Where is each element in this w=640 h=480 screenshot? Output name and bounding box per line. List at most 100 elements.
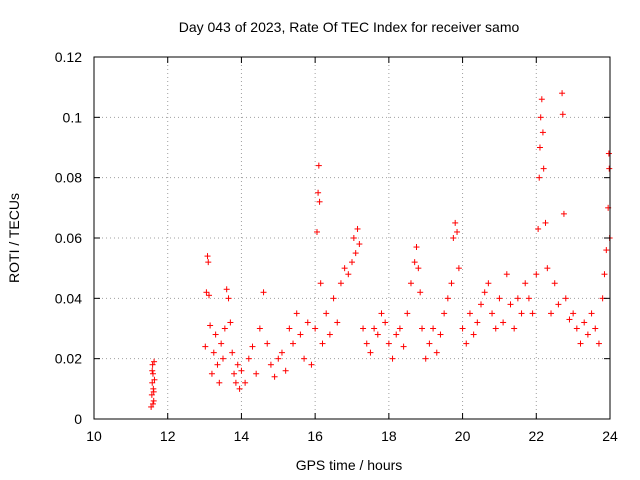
data-point: [539, 129, 546, 136]
y-tick-label: 0.02: [55, 351, 82, 367]
data-point: [570, 310, 577, 317]
data-point: [535, 225, 542, 232]
data-point: [433, 349, 440, 356]
data-point: [419, 325, 426, 332]
data-point: [148, 403, 155, 410]
data-point: [267, 361, 274, 368]
data-point: [393, 331, 400, 338]
data-point: [389, 355, 396, 362]
data-point: [400, 343, 407, 350]
data-point: [312, 325, 319, 332]
data-point: [385, 340, 392, 347]
data-point: [485, 280, 492, 287]
data-point: [459, 325, 466, 332]
data-point: [275, 355, 282, 362]
x-tick-label: 16: [307, 428, 323, 444]
data-point: [229, 349, 236, 356]
data-point: [422, 355, 429, 362]
data-point: [426, 340, 433, 347]
data-point: [204, 253, 211, 260]
data-point: [301, 355, 308, 362]
data-point: [202, 343, 209, 350]
x-tick-label: 10: [86, 428, 102, 444]
data-point: [448, 280, 455, 287]
data-point: [349, 259, 355, 266]
y-tick-label: 0: [74, 411, 82, 427]
data-point: [216, 379, 223, 386]
data-point: [592, 325, 599, 332]
data-point: [242, 379, 249, 386]
data-point: [212, 331, 219, 338]
data-point: [308, 361, 315, 368]
data-point: [538, 96, 545, 103]
data-point: [382, 319, 389, 326]
data-point: [454, 228, 461, 235]
data-point: [149, 361, 156, 368]
data-point: [577, 340, 584, 347]
x-axis-title: GPS time / hours: [296, 457, 403, 473]
data-point: [536, 144, 543, 151]
data-point: [595, 340, 602, 347]
data-point: [533, 271, 540, 278]
data-point: [537, 114, 544, 121]
data-point: [319, 340, 326, 347]
data-point: [151, 376, 158, 383]
y-axis-ticks: 0 0.02 0.04 0.06 0.08 0.1 0.12: [55, 49, 610, 427]
data-point: [218, 340, 225, 347]
data-point: [489, 310, 496, 317]
data-point: [304, 319, 311, 326]
y-axis-title: ROTI / TECUs: [6, 193, 22, 283]
data-point: [231, 370, 238, 377]
data-point: [581, 319, 588, 326]
data-point: [522, 280, 529, 287]
y-tick-label: 0.1: [63, 109, 83, 125]
data-point: [588, 310, 595, 317]
data-point: [500, 319, 507, 326]
data-point: [363, 340, 370, 347]
data-point: [514, 295, 521, 302]
data-point: [606, 165, 613, 172]
data-point: [334, 319, 341, 326]
data-point: [378, 310, 385, 317]
data-point: [203, 289, 210, 296]
data-point: [315, 189, 322, 196]
data-point: [511, 325, 518, 332]
data-point: [345, 271, 352, 278]
data-point: [356, 241, 363, 248]
data-point: [293, 310, 300, 317]
data-point: [256, 325, 263, 332]
data-point: [551, 280, 558, 287]
y-tick-label: 0.06: [55, 230, 82, 246]
data-point: [227, 319, 234, 326]
data-point: [529, 310, 536, 317]
data-point: [573, 325, 580, 332]
data-point: [437, 331, 444, 338]
data-point: [542, 219, 549, 226]
data-point: [264, 340, 271, 347]
data-point: [150, 397, 157, 404]
data-point: [350, 235, 357, 241]
data-point: [540, 165, 547, 172]
data-point: [271, 373, 278, 380]
data-point: [481, 289, 488, 296]
data-point: [236, 385, 243, 392]
data-point: [478, 301, 484, 308]
data-point: [323, 310, 330, 317]
data-point: [360, 325, 367, 332]
data-point: [205, 292, 212, 299]
data-point: [396, 325, 403, 332]
data-point: [330, 295, 337, 302]
data-point: [603, 247, 610, 254]
data-point: [238, 367, 245, 374]
data-point: [474, 319, 481, 326]
data-point: [548, 310, 555, 317]
data-point: [210, 349, 217, 356]
data-point: [544, 265, 551, 272]
data-point: [559, 111, 566, 118]
x-axis-ticks: 10 12 14 16 18 20 22 24: [86, 57, 618, 444]
data-point: [205, 259, 212, 266]
data-point: [290, 340, 297, 347]
data-point: [223, 286, 230, 293]
data-point: [601, 271, 608, 278]
gridlines: [94, 57, 610, 419]
